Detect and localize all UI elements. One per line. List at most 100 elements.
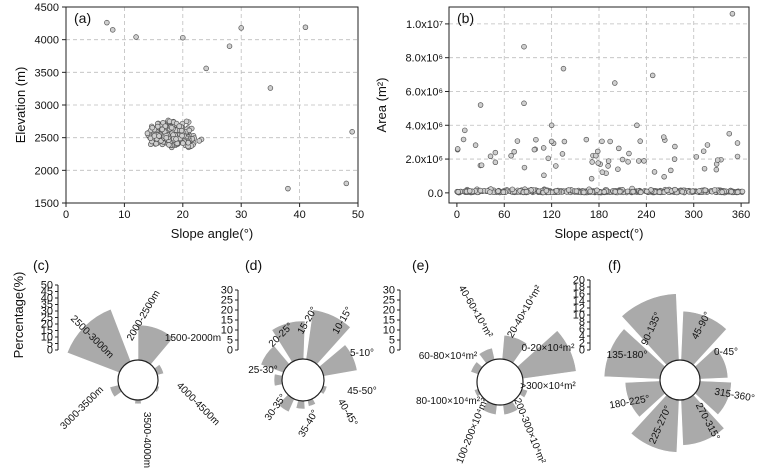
data-point (638, 189, 644, 196)
data-point (500, 189, 507, 195)
x-tick-label: 0 (454, 209, 460, 221)
y-tick-label: 4000 (35, 35, 59, 47)
data-point (599, 169, 606, 175)
data-point (587, 188, 594, 195)
data-point (734, 153, 741, 160)
data-point (168, 124, 175, 131)
radial-tick-label: 10 (221, 325, 233, 337)
data-point (702, 187, 708, 194)
y-tick-label: 2000 (35, 165, 59, 177)
data-point (711, 187, 718, 193)
rose-panel-d: 0510152025305-10°10-15°15-20°20-25°25-30… (221, 257, 377, 439)
radial-tick-label: 30 (221, 285, 233, 297)
y-axis-title: Area (m²) (374, 78, 389, 133)
data-point (477, 102, 484, 108)
data-point (588, 175, 595, 182)
data-point (109, 27, 116, 33)
data-point (509, 186, 516, 193)
data-point (144, 130, 151, 137)
radial-tick-label: 15 (221, 315, 233, 327)
radial-tick-label: 4 (579, 331, 585, 343)
x-tick-label: 20 (177, 209, 189, 221)
y-tick-label: 4.0x10⁶ (405, 120, 443, 132)
data-point (133, 34, 139, 40)
data-point (523, 188, 530, 195)
data-point (599, 138, 605, 145)
data-point (615, 166, 621, 172)
radial-tick-label: 6 (579, 324, 585, 336)
radial-tick-label: 45 (41, 286, 53, 298)
data-point (203, 65, 209, 72)
rose-center-ring (476, 358, 524, 406)
category-label: 0-45° (714, 347, 738, 358)
data-point (521, 43, 527, 50)
data-point (541, 172, 547, 179)
panel-label: (f) (608, 257, 621, 273)
category-label: 1500-2000m (165, 333, 221, 344)
data-point (267, 85, 274, 91)
data-point (548, 122, 555, 129)
x-tick-label: 120 (542, 209, 560, 221)
category-label: 45-50° (347, 386, 377, 397)
data-point (559, 151, 566, 157)
data-point (605, 163, 611, 169)
data-point (548, 138, 555, 145)
panel-a-scatter: 0 10 20 30 40 50 1500 2000 2500 3000 3500 4000 4500 (… (13, 2, 364, 241)
data-point (581, 189, 587, 196)
data-point (644, 188, 650, 195)
data-point (149, 124, 156, 131)
panel-b-scatter: 0 60 120 180 240 300 360 0.0 2.0x10⁶ 4.0x10⁶ 6.0x1… (374, 6, 750, 241)
data-point (679, 188, 686, 195)
data-point (176, 123, 182, 129)
data-point (186, 127, 193, 134)
data-point (478, 162, 485, 168)
category-label: 135-180° (607, 350, 648, 361)
data-point (521, 164, 528, 171)
y-tick-label: 2500 (35, 133, 59, 145)
data-point (531, 146, 538, 153)
data-point (185, 140, 191, 146)
panel-label: (d) (245, 257, 262, 273)
rose-petal (137, 324, 174, 366)
panel-label: (b) (457, 10, 474, 26)
radial-tick-label: 25 (41, 312, 53, 324)
data-point (612, 189, 619, 195)
radial-tick-label: 5 (227, 335, 233, 347)
radial-tick-label: 25 (221, 295, 233, 307)
data-point (561, 138, 568, 145)
data-point (656, 189, 663, 195)
data-point (696, 188, 702, 194)
data-point (704, 142, 711, 148)
category-label: 4000-4500m (174, 380, 221, 427)
radial-tick-label: 10 (41, 332, 53, 344)
category-label: 20-40×10⁴m² (505, 283, 544, 340)
category-label: 35-40° (297, 408, 321, 439)
data-point (573, 188, 580, 194)
data-point (560, 65, 567, 72)
y-tick-label: 1500 (35, 198, 59, 210)
data-point (583, 136, 590, 143)
data-point (487, 189, 493, 195)
radial-tick-label: 20 (221, 305, 233, 317)
data-point (619, 156, 626, 163)
radial-tick-label: 35 (41, 299, 53, 311)
data-point (151, 133, 158, 139)
category-label: 5-10° (350, 348, 374, 359)
data-point (162, 123, 169, 129)
data-point (492, 149, 499, 156)
rose-center-ring (659, 359, 701, 401)
data-point (163, 135, 170, 141)
data-point (594, 187, 600, 193)
radial-tick-label: 20 (573, 275, 585, 287)
data-point (226, 43, 233, 49)
data-point (511, 148, 517, 155)
x-tick-label: 240 (637, 209, 655, 221)
data-point (302, 24, 309, 31)
data-point (626, 150, 632, 157)
data-point (595, 160, 601, 166)
data-point (492, 159, 499, 166)
data-point (173, 136, 179, 142)
y-tick-label: 4500 (35, 2, 59, 14)
data-point (617, 188, 623, 195)
data-point (104, 19, 110, 26)
